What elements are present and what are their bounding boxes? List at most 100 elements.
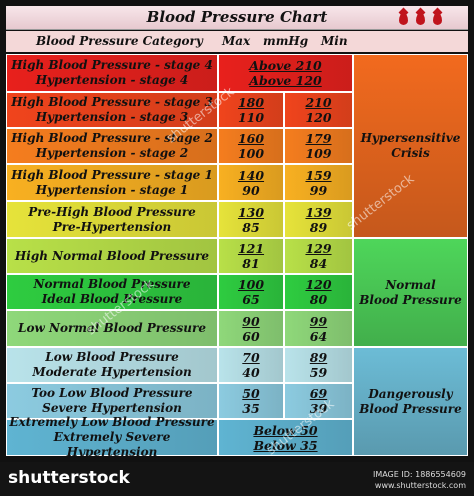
group-label: Blood Pressure [359,292,462,307]
max-systolic: 70 [242,350,260,365]
category-cell: Extremely Low Blood Pressure Extremely Se… [6,415,218,459]
category-cell: High Blood Pressure - stage 2 Hypertensio… [6,128,218,164]
group-label: Crisis [391,146,430,160]
category-label: High Blood Pressure - stage 4 [11,58,213,72]
category-cell: High Blood Pressure - stage 1 Hypertensio… [6,164,218,201]
header-min: Min [321,34,348,48]
max-diastolic: 60 [242,328,260,344]
min-diastolic: 59 [309,365,328,380]
max-cell: 180 110 [218,92,284,128]
category-label: Extremely Low Blood Pressure [9,415,215,429]
max-diastolic: 35 [242,401,260,416]
min-systolic: 120 [305,277,332,292]
max-diastolic: 100 [237,146,265,161]
title-bar: Blood Pressure Chart [6,6,468,30]
max-systolic: 140 [237,167,265,183]
category-label: Ideal Blood Pressure [41,292,183,306]
table-header: Blood Pressure Category Max mmHg Min [6,31,468,52]
min-cell: 89 59 [284,347,353,383]
max-diastolic: 65 [242,292,260,307]
min-systolic: 210 [305,95,332,110]
min-systolic: 139 [305,204,332,220]
category-label: Too Low Blood Pressure [31,386,193,400]
max-cell: 70 40 [218,347,284,383]
image-id: IMAGE ID: 1886554609 [372,470,466,479]
category-label: Extremely Severe Hypertension [53,430,171,459]
max-systolic: 50 [242,386,260,401]
min-cell: 99 64 [284,310,353,347]
category-cell: Low Normal Blood Pressure [6,310,218,347]
header-unit: mmHg [263,34,309,48]
min-systolic: 99 [309,313,328,329]
min-systolic: 129 [305,241,332,256]
max-systolic: 121 [237,241,265,256]
max-cell: 160 100 [218,128,284,164]
min-diastolic: 80 [309,292,328,307]
blood-drop-icon [415,13,425,25]
max-diastolic: 40 [242,365,260,380]
max-diastolic: 81 [242,256,260,271]
category-cell: High Blood Pressure - stage 3 Hypertensio… [6,92,218,128]
category-cell: Pre-High Blood Pressure Pre-Hypertension [6,201,218,238]
category-label: Pre-High Blood Pressure [28,204,196,219]
min-value: Above 120 [249,73,322,88]
min-diastolic: 109 [305,146,332,161]
max-diastolic: 110 [237,110,265,125]
group-cell: Dangerously Blood Pressure [353,347,468,456]
max-diastolic: 85 [242,219,260,235]
category-label: Severe Hypertension [42,401,182,415]
min-cell: 120 80 [284,274,353,310]
min-cell: 69 39 [284,383,353,419]
footer-bar: shutterstock IMAGE ID: 1886554609 www.sh… [0,462,474,496]
blood-drop-icon [433,13,442,25]
max-systolic: 100 [237,277,265,292]
min-systolic: 69 [309,386,328,401]
max-cell: 90 60 [218,310,284,347]
blood-drop-icon [398,13,408,25]
bp-table: High Blood Pressure - stage 4 Hypertensio… [6,54,468,459]
category-label: Pre-Hypertension [52,219,172,234]
min-diastolic: 89 [309,219,328,235]
min-cell: 159 99 [284,164,353,201]
min-systolic: 89 [309,350,328,365]
min-cell: 129 84 [284,238,353,274]
category-label: Hypertension - stage 4 [35,73,189,87]
category-cell: High Normal Blood Pressure [6,238,218,274]
min-diastolic: 120 [305,110,332,125]
min-cell: 210 120 [284,92,353,128]
max-cell: 121 81 [218,238,284,274]
blood-drops-icon [396,10,442,26]
category-label: Low Blood Pressure [45,350,179,364]
max-cell: 140 90 [218,164,284,201]
category-label: Normal Blood Pressure [33,277,191,291]
header-max: Max [222,34,251,48]
max-systolic: 160 [237,131,265,146]
min-diastolic: 84 [309,256,328,271]
category-label: Moderate Hypertension [32,365,192,379]
group-cell: Normal Blood Pressure [353,238,468,347]
group-label: Blood Pressure [359,401,462,416]
group-label: Normal [385,277,436,292]
category-cell: Low Blood Pressure Moderate Hypertension [6,347,218,383]
max-cell: 50 35 [218,383,284,419]
max-cell: 130 85 [218,201,284,238]
category-cell: Too Low Blood Pressure Severe Hypertensio… [6,383,218,419]
min-cell: 139 89 [284,201,353,238]
max-systolic: 130 [237,204,265,220]
category-cell: Normal Blood Pressure Ideal Blood Pressur… [6,274,218,310]
max-cell: 100 65 [218,274,284,310]
brand-logo: shutterstock [8,468,130,488]
min-value: Below 35 [253,437,318,453]
group-cell: Hypersensitive Crisis [353,54,468,238]
category-label: High Blood Pressure - stage 1 [11,167,213,182]
group-label: Dangerously [368,386,453,401]
category-label: High Blood Pressure - stage 3 [11,95,213,109]
category-cell: High Blood Pressure - stage 4 Hypertensio… [6,54,218,92]
min-diastolic: 64 [309,328,328,344]
category-label: High Blood Pressure - stage 2 [11,131,213,145]
max-value: Below 50 [253,422,318,438]
min-diastolic: 99 [309,182,328,198]
min-cell: 179 109 [284,128,353,164]
site-url: www.shutterstock.com [374,481,466,490]
max-diastolic: 90 [242,182,260,198]
